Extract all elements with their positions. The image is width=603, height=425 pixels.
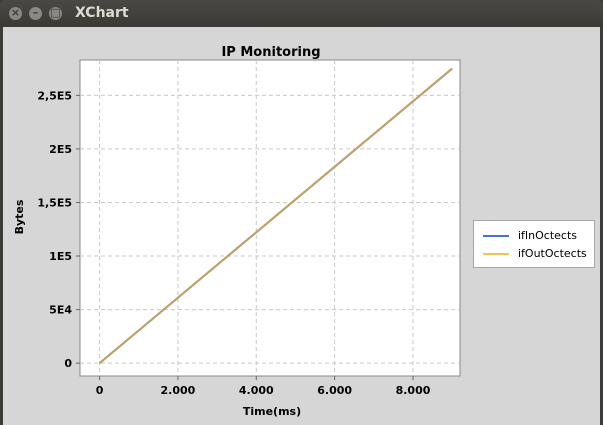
x-axis: 0 2.000 4.000 6.000 8.000 (96, 376, 431, 397)
series-lines (98, 67, 453, 364)
title-bar[interactable]: × – □ XChart (0, 0, 603, 27)
y-tick-label: 1,5E5 (37, 196, 72, 209)
x-tick-label: 0 (96, 384, 104, 397)
x-tick-label: 6.000 (317, 384, 352, 397)
legend-item-ifinoctects: ifInOctects (474, 228, 596, 244)
chart-title: IP Monitoring (221, 45, 320, 60)
legend-item-ifoutoctects: ifOutOctects (474, 246, 596, 262)
x-tick-label: 2.000 (161, 384, 196, 397)
close-icon: × (10, 6, 21, 19)
maximize-icon: □ (50, 6, 61, 19)
plot-area (79, 59, 461, 377)
close-window-button[interactable]: × (9, 6, 22, 20)
legend-swatch-ifoutoctects (483, 253, 509, 255)
legend-label-ifoutoctects: ifOutOctects (518, 247, 587, 260)
series-line-ifoutoctects (98, 67, 453, 364)
window-title: XChart (75, 5, 129, 21)
y-tick-label: 5E4 (49, 304, 72, 317)
maximize-window-button[interactable]: □ (49, 6, 62, 20)
y-tick-label: 0 (64, 357, 72, 370)
y-tick-label: 2,5E5 (37, 89, 72, 102)
chart-panel: IP Monitoring 0 2.000 4.000 6.000 8.000 0 5E4… (3, 27, 600, 425)
legend-swatch-ifinoctects (483, 235, 509, 237)
x-axis-label: Time(ms) (243, 405, 301, 418)
minimize-icon: – (32, 6, 39, 19)
legend: ifInOctects ifOutOctects (473, 220, 595, 268)
y-tick-label: 2E5 (49, 143, 72, 156)
y-axis-label: Bytes (13, 199, 26, 234)
x-tick-label: 8.000 (396, 384, 431, 397)
y-axis: 0 5E4 1E5 1,5E5 2E5 2,5E5 (37, 89, 80, 370)
x-tick-label: 4.000 (239, 384, 274, 397)
y-tick-label: 1E5 (49, 250, 72, 263)
grid-lines (80, 60, 460, 376)
minimize-window-button[interactable]: – (29, 6, 42, 20)
legend-label-ifinoctects: ifInOctects (518, 229, 578, 242)
